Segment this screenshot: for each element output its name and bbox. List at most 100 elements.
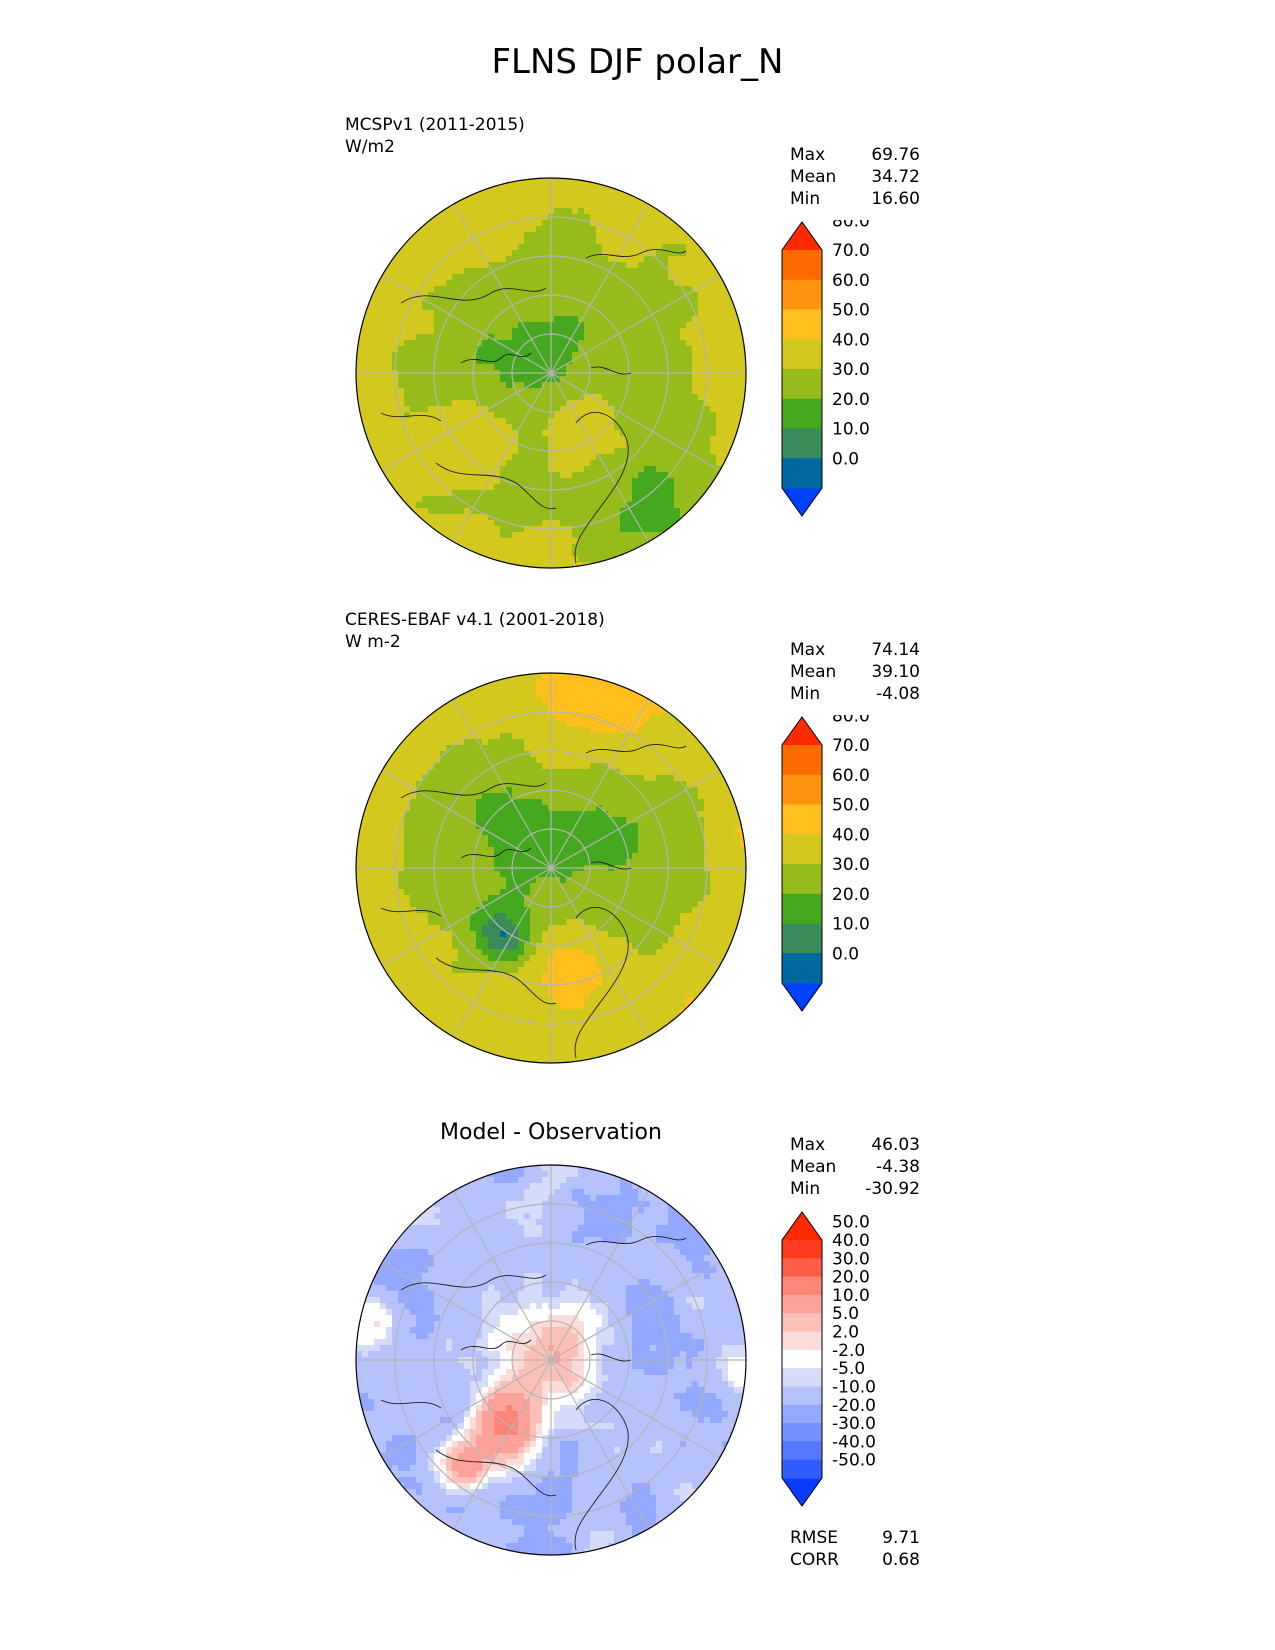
diff-colorbar-tick-label: 10.0	[832, 1286, 870, 1306]
obs-colorbar-tick-label: 30.0	[832, 855, 870, 875]
model-colorbar-swatch	[782, 398, 822, 429]
diff-colorbar-extend-min	[782, 1478, 822, 1506]
diff-colorbar-swatch	[782, 1423, 822, 1442]
diff-colorbar-swatch	[782, 1331, 822, 1351]
panel-1-title: MCSPv1 (2011-2015)	[345, 115, 525, 135]
stat-max: Max 74.14	[790, 640, 920, 660]
diff-colorbar-swatch	[782, 1441, 822, 1461]
map-boundary	[355, 1164, 747, 1556]
model-colorbar: 0.0 10.0 20.0 30.0 40.0 50.0 60.0 70.0 80.0	[781, 220, 870, 517]
obs-colorbar-swatch	[782, 804, 822, 835]
obs-colorbar-swatch	[782, 864, 822, 895]
diff-colorbar-swatch	[782, 1404, 822, 1424]
obs-colorbar-swatch	[782, 923, 822, 954]
diff-colorbar-swatch	[782, 1313, 822, 1333]
panel-2-units: W m-2	[345, 632, 401, 652]
diff-colorbar-tick-label: 2.0	[832, 1323, 859, 1343]
model-colorbar-extend-min	[782, 488, 822, 516]
obs-colorbar-swatch	[782, 893, 822, 924]
model-colorbar-tick-label: 60.0	[832, 271, 870, 291]
stat-mean: Mean 34.72	[790, 167, 920, 187]
coastlines	[380, 1236, 687, 1551]
diff-colorbar-tick-label: -10.0	[832, 1377, 876, 1397]
figure-title: FLNS DJF polar_N	[491, 42, 784, 82]
coastlines	[380, 744, 687, 1059]
obs-colorbar-tick-label: 50.0	[832, 796, 870, 816]
panel-2-title: CERES-EBAF v4.1 (2001-2018)	[345, 610, 605, 630]
diff-colorbar-swatch	[782, 1258, 822, 1278]
map-boundary	[355, 672, 747, 1064]
diff-colorbar-tick-label: -5.0	[832, 1359, 865, 1379]
diff-colorbar-tick-label: -50.0	[832, 1451, 876, 1471]
model-polar-map	[355, 177, 747, 569]
diff-colorbar-tick-label: 30.0	[832, 1249, 870, 1269]
obs-colorbar-extend-max	[782, 717, 822, 745]
model-colorbar-swatch	[782, 339, 822, 370]
model-colorbar-tick-label: 20.0	[832, 390, 870, 410]
stat-max: Max 69.76	[790, 145, 920, 165]
model-colorbar-swatch	[782, 458, 822, 489]
stat-min: Min 16.60	[790, 189, 920, 209]
diff-colorbar-tick-label: -2.0	[832, 1341, 865, 1361]
stat-min: Min -4.08	[790, 684, 920, 704]
model-colorbar-tick-label: 40.0	[832, 330, 870, 350]
stat-max: Max 46.03	[790, 1135, 920, 1155]
obs-colorbar-tick-label: 60.0	[832, 766, 870, 786]
panel-3-skill-stats: RMSE 9.71 CORR 0.68	[790, 1527, 920, 1571]
coastlines	[380, 249, 687, 564]
obs-colorbar-swatch	[782, 834, 822, 865]
model-colorbar-tick-label: 30.0	[832, 360, 870, 380]
stat-min: Min -30.92	[790, 1179, 920, 1199]
diff-colorbar-tick-label: 20.0	[832, 1268, 870, 1288]
diff-colorbar-swatch	[782, 1276, 822, 1296]
model-colorbar-tick-label: 80.0	[832, 220, 870, 231]
obs-colorbar-swatch	[782, 774, 822, 805]
model-colorbar-swatch	[782, 250, 822, 281]
observation-polar-map	[355, 672, 747, 1064]
diff-colorbar-swatch	[782, 1349, 822, 1369]
stat-rmse: RMSE 9.71	[790, 1528, 920, 1548]
diff-colorbar-swatch	[782, 1294, 822, 1314]
obs-colorbar-swatch	[782, 745, 822, 776]
obs-colorbar-tick-label: 20.0	[832, 885, 870, 905]
model-colorbar-swatch	[782, 309, 822, 340]
stat-mean: Mean 39.10	[790, 662, 920, 682]
model-colorbar-tick-label: 50.0	[832, 301, 870, 321]
diff-colorbar-swatch	[782, 1368, 822, 1387]
stat-mean: Mean -4.38	[790, 1157, 920, 1177]
obs-colorbar-tick-label: 80.0	[832, 715, 870, 726]
difference-polar-map	[355, 1164, 747, 1556]
field-cells	[356, 673, 746, 1063]
stat-corr: CORR 0.68	[790, 1550, 920, 1570]
model-colorbar-tick-label: 10.0	[832, 420, 870, 440]
model-colorbar-extend-max	[782, 222, 822, 250]
obs-colorbar-tick-label: 40.0	[832, 825, 870, 845]
obs-colorbar-tick-label: 10.0	[832, 915, 870, 935]
obs-colorbar-tick-label: 70.0	[832, 736, 870, 756]
diff-colorbar-swatch	[782, 1386, 822, 1406]
panel-1-stats: Max 69.76 Mean 34.72 Min 16.60	[790, 144, 920, 210]
map-boundary	[355, 177, 747, 569]
diff-colorbar-tick-label: -20.0	[832, 1396, 876, 1416]
obs-colorbar-tick-label: 0.0	[832, 944, 859, 964]
diff-colorbar-extend-max	[782, 1212, 822, 1240]
diff-colorbar-tick-label: -30.0	[832, 1414, 876, 1434]
diff-colorbar-tick-label: 40.0	[832, 1231, 870, 1251]
diff-colorbar-swatch	[782, 1240, 822, 1259]
observation-colorbar: 0.0 10.0 20.0 30.0 40.0 50.0 60.0 70.0 80.0	[781, 715, 870, 1012]
diff-colorbar-tick-label: 50.0	[832, 1213, 870, 1233]
panel-3-title: Model - Observation	[440, 1120, 662, 1145]
model-colorbar-tick-label: 0.0	[832, 449, 859, 469]
model-colorbar-swatch	[782, 428, 822, 459]
model-colorbar-tick-label: 70.0	[832, 241, 870, 261]
difference-colorbar: -50.0-40.0-30.0-20.0-10.0-5.0-2.02.05.01…	[781, 1211, 876, 1507]
model-colorbar-swatch	[782, 369, 822, 400]
graticule	[356, 178, 746, 568]
panel-1-units: W/m2	[345, 137, 395, 157]
diff-colorbar-tick-label: -40.0	[832, 1432, 876, 1452]
panel-2-stats: Max 74.14 Mean 39.10 Min -4.08	[790, 639, 920, 705]
diff-colorbar-tick-label: 5.0	[832, 1304, 859, 1324]
panel-3-stats: Max 46.03 Mean -4.38 Min -30.92	[790, 1134, 920, 1200]
obs-colorbar-extend-min	[782, 983, 822, 1011]
diff-colorbar-swatch	[782, 1459, 822, 1479]
